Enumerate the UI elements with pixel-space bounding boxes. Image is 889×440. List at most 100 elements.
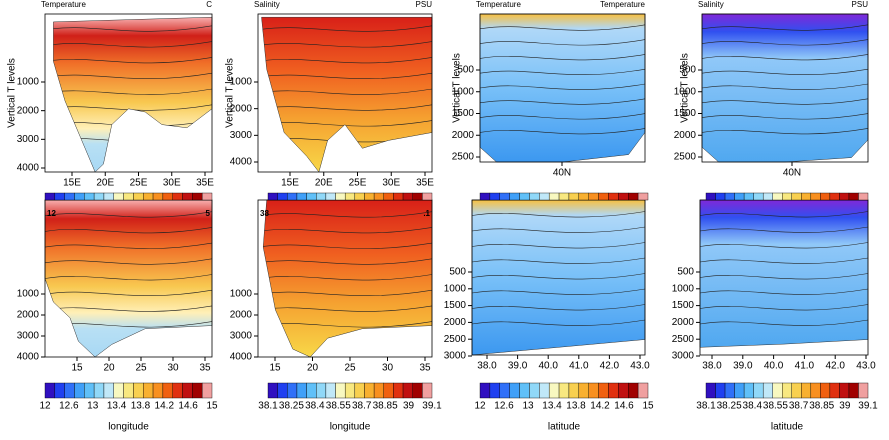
colorbar-label: 38.4	[743, 401, 763, 412]
colorbar-cell	[588, 192, 599, 201]
colorbar-cell	[316, 192, 327, 201]
contour-line	[45, 289, 212, 297]
colorbar-cell	[344, 382, 356, 399]
colorbar-cell	[801, 192, 812, 201]
colorbar-cell	[810, 192, 821, 201]
colorbar-cell	[734, 382, 745, 399]
contour-line	[480, 68, 645, 76]
y-tick-label: 3000	[230, 130, 253, 141]
y-axis-label: Vertical T levels	[680, 53, 691, 123]
contour-line	[261, 72, 432, 80]
contour-line	[45, 274, 212, 281]
colorbar-label: 39	[839, 401, 851, 412]
x-tick-label: 35E	[196, 178, 214, 189]
colorbar-cell	[578, 192, 589, 201]
colorbar-label: 12	[39, 401, 51, 412]
colorbar-cell	[393, 382, 404, 399]
x-tick-label: 40.0	[538, 361, 558, 372]
colorbar: 12 12.6 13 13.4 13.8 14.2 14.6 15 latitude	[474, 382, 654, 433]
colorbar-cell	[529, 382, 540, 399]
x-axis-title: longitude	[108, 422, 149, 433]
x-tick-label: 15	[269, 363, 281, 374]
colorbar-cell	[705, 192, 716, 201]
colorbar-cell	[839, 382, 850, 399]
y-tick-label: 4000	[17, 352, 40, 363]
colorbar-cell	[123, 382, 134, 399]
x-tick-label: 30E	[382, 178, 400, 189]
panel: 500 1000 1500 2000 2500 3000 38.0 39.0 40.0 41.0 4…	[672, 192, 876, 372]
contour-line	[702, 128, 868, 135]
colorbar: 12 12.6 13 13.4 13.8 14.2 14.6 15 longitude	[39, 382, 218, 433]
colorbar-cell	[829, 192, 840, 201]
panel: 38 .1 1000 2000 3000 4000 15 20 25 30 35	[230, 192, 433, 374]
colorbar-label: 15	[642, 401, 654, 412]
colorbar-label: 38.25	[279, 401, 304, 412]
colorbar-cell	[93, 192, 105, 201]
colorbar-label: 38.7	[352, 401, 372, 412]
field	[479, 13, 646, 163]
y-tick-label: 1000	[674, 86, 697, 97]
x-tick-label: 38.0	[477, 361, 497, 372]
contour-line	[700, 288, 868, 295]
contour-line	[480, 98, 645, 105]
colorbar-cell	[499, 382, 510, 399]
y-tick-label: 3000	[230, 331, 253, 342]
contour-line	[53, 88, 213, 95]
colorbar-label: 14.2	[590, 401, 610, 412]
colorbar-cell	[133, 192, 144, 201]
contour-line	[53, 25, 213, 32]
x-tick-label: 41.0	[569, 361, 589, 372]
colorbar-cell	[201, 382, 213, 399]
colorbar-cell	[618, 382, 629, 399]
contour-line	[45, 242, 212, 249]
x-tick-label: 41.0	[795, 361, 815, 372]
colorbar: 38.1 38.25 38.4 38.55 38.7 38.85 39 39.1 longitu…	[258, 382, 442, 433]
colorbar-cell	[103, 382, 114, 399]
colorbar-cell	[316, 382, 327, 399]
colorbar-cell	[782, 382, 792, 399]
colorbar-label: 39.1	[858, 401, 878, 412]
contour-line	[702, 98, 868, 105]
contour-line	[261, 57, 432, 64]
colorbar-cell	[848, 382, 859, 399]
y-tick-label: 1000	[452, 86, 475, 97]
colorbar-cell	[267, 192, 278, 201]
colorbar-cell	[306, 192, 317, 201]
bar-left-label: 12	[47, 209, 56, 218]
colorbar-cell	[858, 382, 869, 399]
contour-line	[53, 72, 213, 80]
colorbar-cell	[93, 382, 105, 399]
plot-frame	[701, 13, 869, 163]
colorbar-cell	[354, 382, 365, 399]
y-tick-label: 2000	[230, 103, 253, 114]
colorbar-cell	[558, 382, 570, 399]
x-axis-title: latitude	[548, 422, 581, 433]
colorbar-cell	[509, 192, 520, 201]
colorbar-cell	[762, 382, 773, 399]
colorbar-cell	[628, 382, 639, 399]
contour-line	[45, 305, 212, 312]
panel: Temperature C Vertical T levels 1000 2000 300…	[7, 0, 215, 189]
x-axis-title: latitude	[771, 422, 804, 433]
colorbar-cell	[335, 192, 346, 201]
colorbar-cell	[529, 192, 540, 201]
y-tick-label: 2000	[444, 317, 467, 328]
bar-right-label: 5	[206, 209, 211, 218]
contour-line	[700, 304, 868, 311]
header-left: Salinity	[698, 0, 724, 9]
contour-line	[702, 39, 868, 46]
x-tick-label: 30	[167, 363, 179, 374]
colorbar-cell	[820, 382, 831, 399]
colorbar-cell	[364, 382, 375, 399]
colorbar-label: 39	[403, 401, 415, 412]
colorbar-cell	[402, 382, 413, 399]
y-tick-label: 1000	[672, 283, 695, 294]
y-tick-label: 4000	[230, 157, 253, 168]
colorbar-cell	[201, 192, 213, 201]
field	[53, 16, 213, 173]
colorbar-cell	[287, 192, 298, 201]
y-tick-label: 1000	[444, 283, 467, 294]
